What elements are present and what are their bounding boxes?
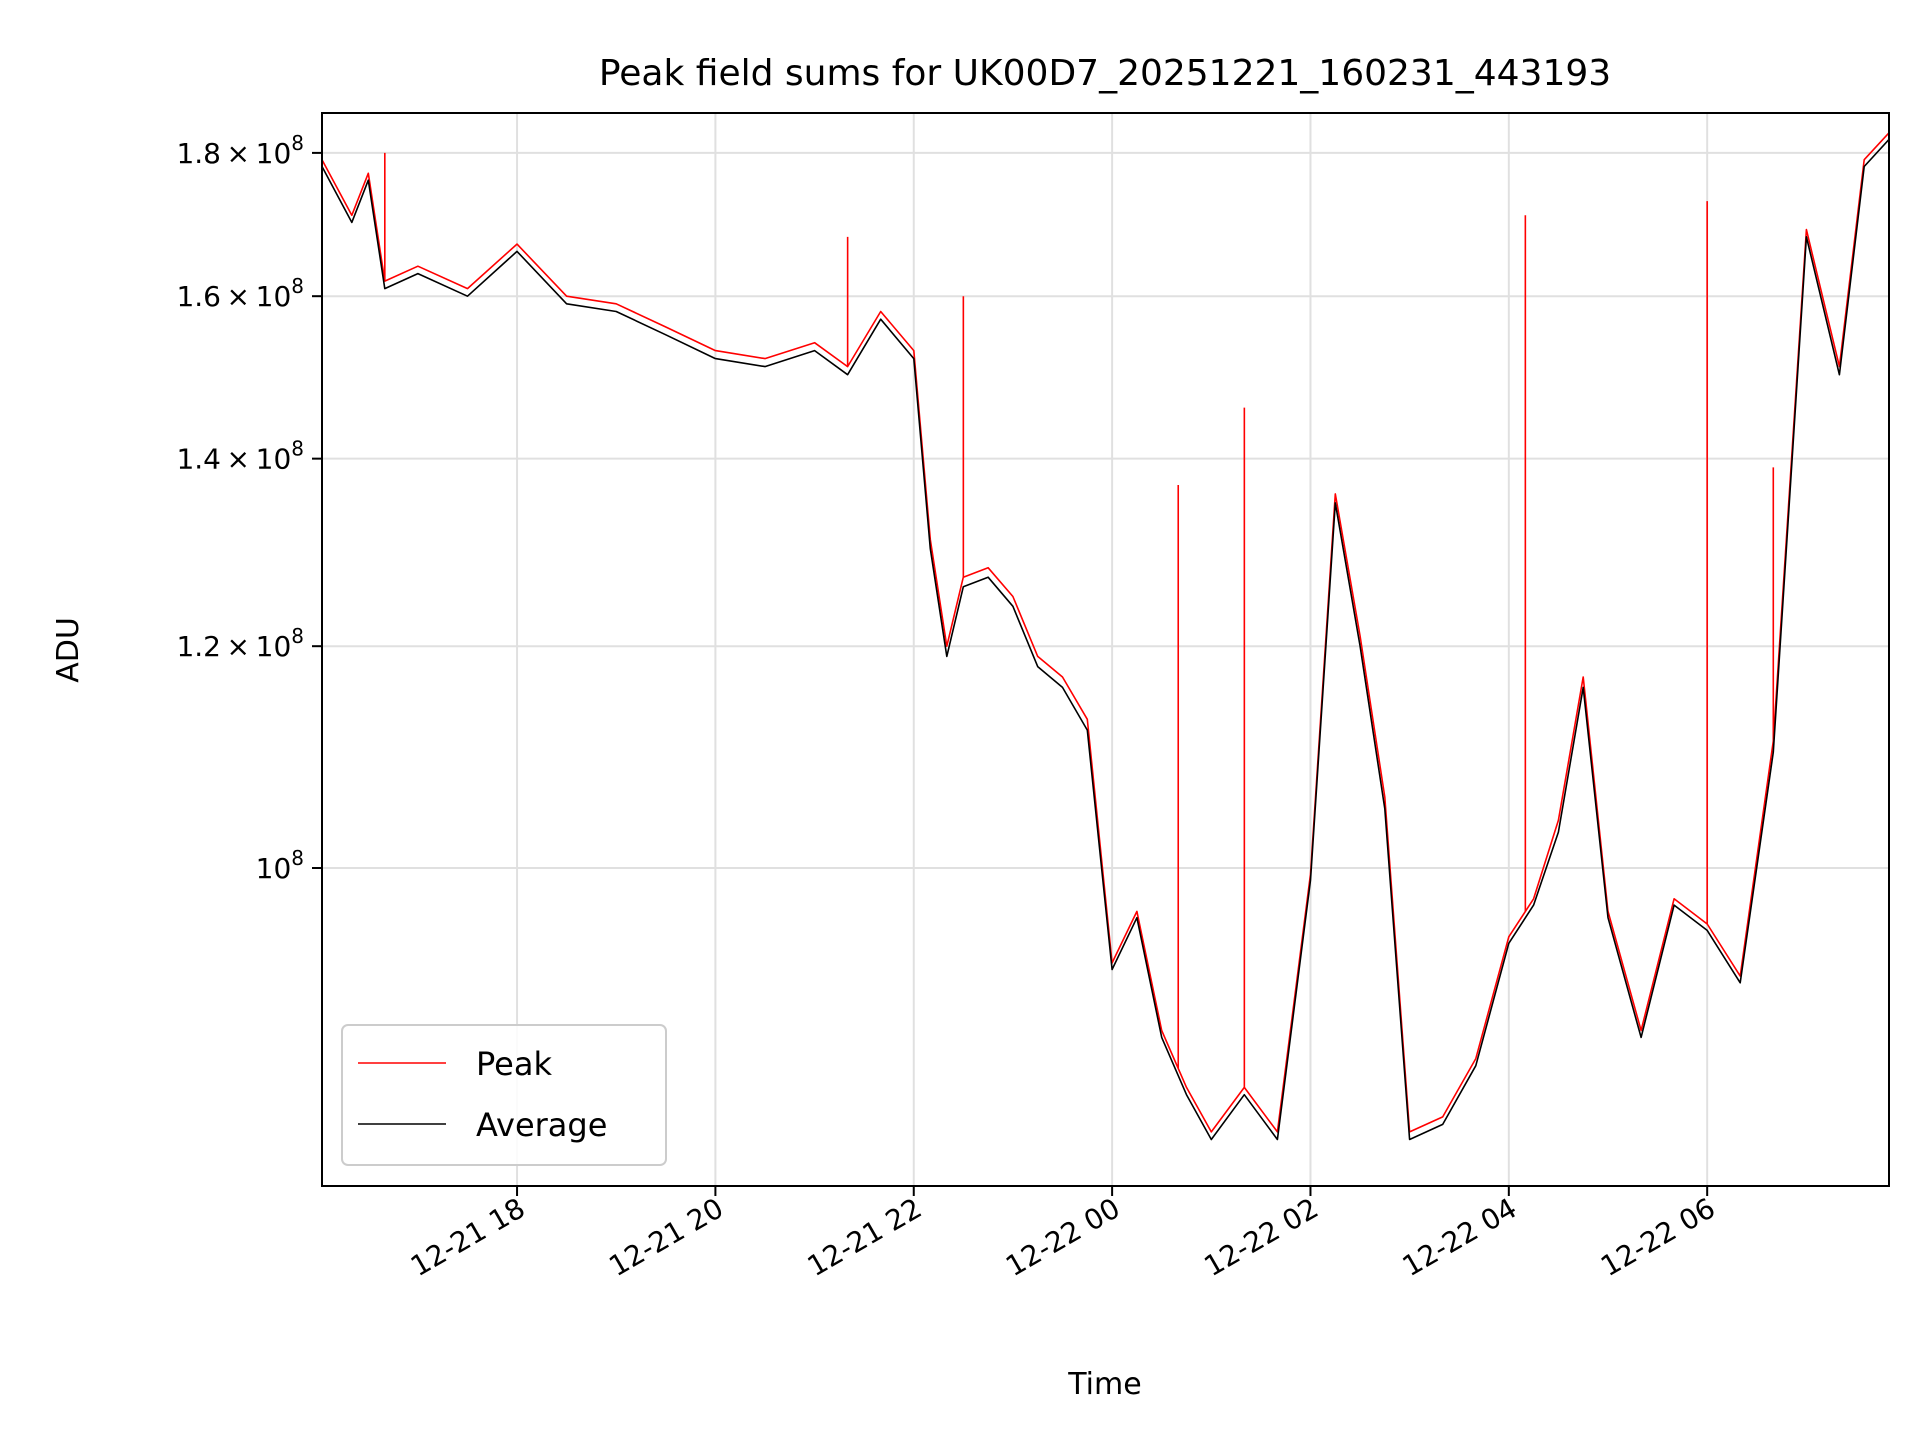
legend-box xyxy=(341,1024,667,1166)
series-line-average xyxy=(321,138,1890,1141)
y-tick-label: 1.4 × 108 xyxy=(176,437,304,476)
y-tick-label: 1.8 × 108 xyxy=(176,131,304,170)
y-axis: 1.8 × 108 1.6 × 108 1.4 × 108 1.2 × 108 108 xyxy=(176,131,322,885)
legend-label-average: Average xyxy=(476,1106,607,1144)
x-axis-title: Time xyxy=(1067,1367,1141,1402)
legend-label-peak: Peak xyxy=(476,1045,552,1083)
plot-area xyxy=(321,132,1890,1141)
y-tick-label: 108 xyxy=(256,846,304,885)
series-line-peak xyxy=(321,132,1890,1133)
plot-frame xyxy=(321,112,1890,1187)
y-axis-title: ADU xyxy=(51,617,86,683)
y-tick-label: 1.6 × 108 xyxy=(176,274,304,313)
grid-lines xyxy=(322,113,1889,1186)
chart-title: Peak field sums for UK00D7_20251221_1602… xyxy=(599,53,1611,94)
legend: Peak Average xyxy=(341,1024,667,1166)
y-tick-label: 1.2 × 108 xyxy=(176,624,304,663)
